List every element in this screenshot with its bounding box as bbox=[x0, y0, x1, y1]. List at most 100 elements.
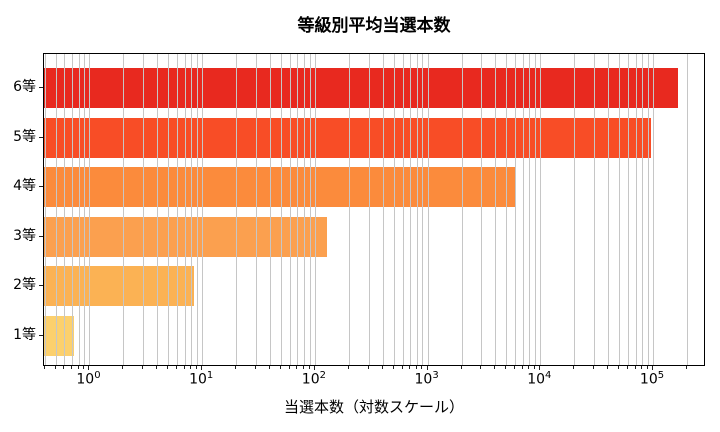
x-major-tick bbox=[652, 366, 654, 370]
x-tick-label: 105 bbox=[639, 370, 665, 388]
gridline bbox=[191, 54, 193, 365]
x-minor-tick bbox=[279, 366, 281, 369]
y-tick-label: 5等 bbox=[13, 128, 36, 145]
x-minor-tick bbox=[77, 366, 79, 369]
x-major-tick bbox=[426, 366, 428, 370]
gridline bbox=[522, 54, 524, 365]
x-minor-tick bbox=[685, 366, 687, 369]
gridline bbox=[289, 54, 291, 365]
gridline bbox=[653, 54, 655, 365]
bar-rank-4 bbox=[44, 167, 517, 208]
x-minor-tick bbox=[528, 366, 530, 369]
x-minor-tick bbox=[235, 366, 237, 369]
gridline bbox=[529, 54, 531, 365]
x-minor-tick bbox=[367, 366, 369, 369]
gridline bbox=[410, 54, 412, 365]
x-minor-tick bbox=[573, 366, 575, 369]
bar-rank-1 bbox=[44, 316, 75, 356]
x-minor-tick bbox=[71, 366, 72, 369]
x-minor-tick bbox=[634, 366, 636, 369]
gridline bbox=[184, 54, 186, 365]
y-tick bbox=[39, 186, 43, 188]
x-minor-tick bbox=[63, 366, 65, 369]
x-minor-tick bbox=[142, 366, 144, 369]
gridline bbox=[303, 54, 305, 365]
gridline bbox=[143, 54, 145, 365]
gridline bbox=[619, 54, 621, 365]
x-minor-tick bbox=[392, 366, 394, 369]
x-minor-tick bbox=[183, 366, 185, 369]
x-minor-tick bbox=[494, 366, 496, 369]
x-minor-tick bbox=[514, 366, 516, 369]
gridline bbox=[255, 54, 257, 365]
x-minor-tick bbox=[521, 366, 523, 369]
x-major-tick bbox=[539, 366, 541, 370]
bar-rank-6 bbox=[44, 68, 678, 108]
x-minor-tick bbox=[646, 366, 648, 369]
x-minor-tick bbox=[381, 366, 383, 369]
y-tick bbox=[39, 235, 43, 237]
x-minor-tick bbox=[288, 366, 290, 369]
y-tick bbox=[39, 285, 43, 287]
x-tick-label: 101 bbox=[189, 370, 214, 388]
x-minor-tick bbox=[83, 366, 85, 369]
gridline bbox=[416, 54, 418, 365]
gridline bbox=[427, 54, 429, 365]
y-tick bbox=[39, 335, 43, 336]
x-minor-tick bbox=[415, 366, 417, 369]
gridline bbox=[402, 54, 404, 365]
y-tick-label: 2等 bbox=[13, 277, 36, 294]
x-minor-tick bbox=[254, 366, 256, 369]
gridline bbox=[382, 54, 384, 365]
gridline bbox=[647, 54, 649, 365]
x-minor-tick bbox=[593, 366, 595, 369]
x-minor-tick bbox=[196, 366, 198, 369]
gridline bbox=[393, 54, 395, 365]
x-tick-label: 100 bbox=[76, 370, 101, 388]
gridline bbox=[574, 54, 576, 365]
gridline bbox=[461, 54, 463, 365]
bar-rank-5 bbox=[44, 117, 651, 158]
x-tick-label: 103 bbox=[414, 370, 439, 388]
x-minor-tick bbox=[156, 366, 158, 369]
bar-rank-2 bbox=[44, 266, 195, 307]
x-tick-label: 104 bbox=[527, 370, 552, 388]
gridline bbox=[168, 54, 170, 365]
x-minor-tick bbox=[460, 366, 462, 369]
gridline bbox=[540, 54, 542, 365]
gridline bbox=[642, 54, 644, 365]
y-tick bbox=[39, 87, 43, 88]
x-minor-tick bbox=[409, 366, 411, 369]
gridline bbox=[535, 54, 537, 365]
x-minor-tick bbox=[618, 366, 620, 369]
gridline bbox=[495, 54, 497, 365]
x-minor-tick bbox=[421, 366, 423, 369]
chart-title: 等級別平均当選本数 bbox=[297, 16, 451, 36]
gridline bbox=[44, 54, 46, 365]
y-tick-label: 6等 bbox=[13, 79, 36, 95]
gridline bbox=[280, 54, 282, 365]
x-minor-tick bbox=[122, 366, 124, 369]
plot-area bbox=[43, 53, 705, 366]
x-minor-tick bbox=[347, 366, 349, 369]
x-minor-tick bbox=[627, 366, 629, 369]
x-minor-tick bbox=[401, 366, 403, 369]
gridline bbox=[314, 54, 316, 365]
x-minor-tick bbox=[167, 366, 169, 369]
gridline bbox=[297, 54, 299, 365]
gridline bbox=[368, 54, 370, 365]
axis-title-x: 当選本数（対数スケール） bbox=[283, 398, 465, 416]
x-minor-tick bbox=[176, 366, 178, 369]
x-minor-tick bbox=[302, 366, 304, 369]
x-minor-tick bbox=[607, 366, 609, 369]
gridline bbox=[348, 54, 350, 365]
gridline bbox=[64, 54, 66, 365]
gridline bbox=[84, 54, 86, 365]
x-minor-tick bbox=[269, 366, 271, 369]
x-major-tick bbox=[88, 366, 90, 370]
x-minor-tick bbox=[308, 366, 310, 369]
gridline bbox=[422, 54, 424, 365]
gridline bbox=[608, 54, 610, 365]
x-tick-label: 102 bbox=[301, 370, 326, 388]
x-major-tick bbox=[313, 366, 315, 370]
